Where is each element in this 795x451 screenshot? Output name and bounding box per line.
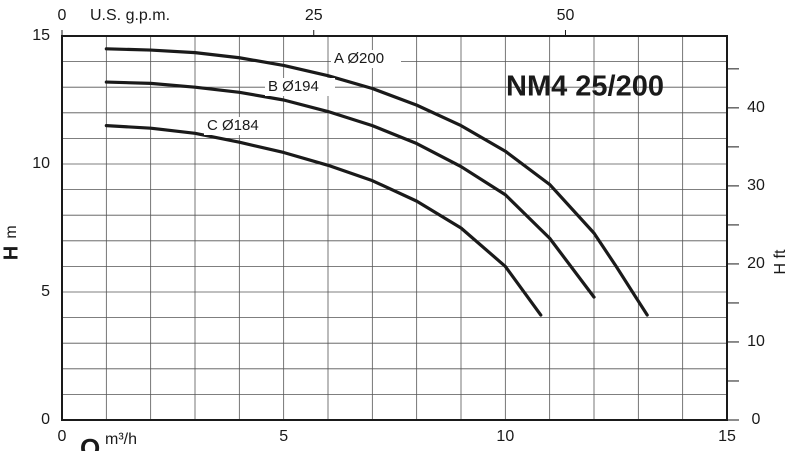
y2-tick-label: 30 [747, 177, 765, 194]
curve-label: C Ø184 [207, 117, 259, 134]
plot-frame [61, 35, 728, 421]
y-tick-label: 15 [32, 27, 50, 44]
curve-label-bg [331, 50, 401, 68]
y2-tick-label: 20 [747, 255, 765, 272]
x-tick-label: 5 [279, 428, 288, 445]
x-tick-label: 15 [718, 428, 736, 445]
x2-tick-label: 25 [305, 7, 323, 24]
x-axis-symbol: Q [80, 433, 100, 451]
y2-tick-label: 40 [747, 99, 765, 116]
curve-label-bg [265, 78, 335, 96]
pump-curve [104, 80, 596, 299]
y2-tick-label: 10 [747, 333, 765, 350]
y-tick-label: 10 [32, 155, 50, 172]
x-axis-unit: m³/h [105, 431, 137, 448]
pump-curve [104, 124, 543, 317]
title-box [490, 70, 680, 106]
x-tick-label: 0 [58, 428, 67, 445]
x2-axis-label: U.S. g.p.m. [90, 7, 170, 24]
y-tick-label: 5 [41, 283, 50, 300]
y2-tick-label: 0 [752, 411, 761, 428]
y-axis-unit: m [3, 225, 20, 238]
pump-curve [104, 47, 649, 317]
chart-title: NM4 25/200 [506, 71, 664, 103]
x2-tick-label: 0 [58, 7, 67, 24]
x-tick-label: 10 [496, 428, 514, 445]
curve-label: B Ø194 [268, 78, 319, 95]
y-axis-symbol: H [0, 246, 22, 260]
y2-axis-label: H ft [772, 249, 789, 274]
x2-tick-label: 50 [557, 7, 575, 24]
curve-label-bg [204, 117, 274, 135]
y-tick-label: 0 [41, 411, 50, 428]
curve-label: A Ø200 [334, 50, 384, 67]
